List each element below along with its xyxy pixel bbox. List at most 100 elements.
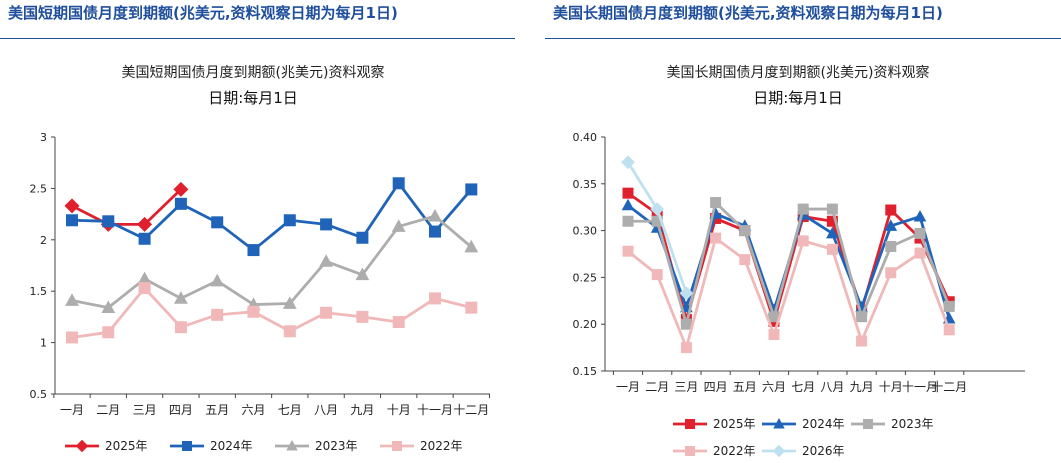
series-2026年 xyxy=(621,155,694,301)
legend-item: 2025年 xyxy=(673,417,756,431)
data-point xyxy=(283,214,296,227)
legend-item: 2024年 xyxy=(170,439,253,453)
series-2024年 xyxy=(66,177,478,257)
x-tick-label: 四月 xyxy=(704,380,728,394)
data-point xyxy=(65,293,79,306)
x-tick-label: 六月 xyxy=(762,380,786,394)
panel-header-title: 美国短期国债月度到期额(兆美元,资料观察日期为每月1日) xyxy=(8,4,398,22)
data-point xyxy=(102,215,115,228)
data-point xyxy=(66,214,78,227)
data-point xyxy=(679,286,694,301)
data-point xyxy=(247,244,260,257)
series-line xyxy=(627,192,951,323)
legend-marker xyxy=(685,419,695,429)
data-point xyxy=(710,232,722,244)
data-point xyxy=(464,239,479,253)
y-tick-label: 0.30 xyxy=(573,225,598,238)
series-2022年 xyxy=(622,232,955,354)
legend-item: 2022年 xyxy=(673,444,756,458)
x-tick-label: 五月 xyxy=(733,380,757,394)
x-tick-label: 十二月 xyxy=(453,403,489,417)
chart-subtitle: 日期:每月1日 xyxy=(753,89,843,107)
series-line xyxy=(71,188,182,226)
x-tick-label: 九月 xyxy=(350,403,374,417)
data-point xyxy=(797,235,809,247)
legend-label: 2024年 xyxy=(210,439,253,453)
legend-label: 2024年 xyxy=(802,417,845,431)
legend-item: 2022年 xyxy=(380,439,463,453)
data-point xyxy=(137,216,153,232)
series-line xyxy=(71,214,473,310)
data-point xyxy=(622,215,634,227)
legend-label: 2025年 xyxy=(105,439,148,453)
data-point xyxy=(651,269,663,281)
data-point xyxy=(356,310,369,323)
legend-label: 2023年 xyxy=(315,439,358,453)
legend-label: 2026年 xyxy=(802,444,845,458)
header-divider xyxy=(545,38,1061,39)
data-point xyxy=(826,226,839,239)
data-point xyxy=(465,301,478,314)
data-point xyxy=(428,208,442,222)
legend-label: 2023年 xyxy=(891,417,934,431)
data-point xyxy=(247,305,260,318)
data-point xyxy=(320,306,333,319)
header-divider xyxy=(0,38,515,39)
legend-marker xyxy=(286,440,298,451)
x-tick-label: 二月 xyxy=(645,380,669,394)
y-tick-label: 0.5 xyxy=(30,388,48,401)
data-point xyxy=(211,216,224,229)
panel-header-title: 美国长期国债月度到期额(兆美元,资料观察日期为每月1日) xyxy=(553,4,943,22)
series-2023年 xyxy=(622,197,955,330)
data-point xyxy=(885,241,897,253)
data-point xyxy=(64,198,80,214)
x-tick-label: 七月 xyxy=(791,380,815,394)
data-point xyxy=(943,324,955,336)
data-point xyxy=(651,215,663,227)
data-point xyxy=(913,209,927,222)
chart-subtitle: 日期:每月1日 xyxy=(208,89,298,107)
legend-label: 2022年 xyxy=(420,439,463,453)
data-point xyxy=(739,225,751,237)
data-point xyxy=(355,267,370,281)
data-point xyxy=(650,202,665,216)
data-point xyxy=(826,203,838,215)
x-tick-label: 三月 xyxy=(133,403,157,417)
data-point xyxy=(914,227,926,239)
legend-marker xyxy=(772,444,786,458)
data-point xyxy=(739,254,751,266)
data-point xyxy=(768,311,780,323)
data-point xyxy=(914,247,926,259)
x-tick-label: 十月 xyxy=(387,403,411,417)
y-tick-label: 1 xyxy=(40,337,47,350)
data-point xyxy=(320,218,333,231)
data-point xyxy=(174,197,187,210)
data-point xyxy=(283,325,296,338)
y-tick-label: 0.25 xyxy=(573,271,598,284)
data-point xyxy=(429,225,441,238)
x-tick-label: 十二月 xyxy=(931,380,967,394)
data-point xyxy=(680,342,692,354)
data-point xyxy=(680,318,692,330)
legend-marker xyxy=(685,446,695,456)
data-point xyxy=(856,335,868,347)
data-point xyxy=(319,254,333,267)
y-tick-label: 2 xyxy=(40,234,47,247)
data-point xyxy=(465,183,478,196)
data-point xyxy=(768,328,780,340)
data-point xyxy=(282,296,297,309)
legend-marker xyxy=(182,441,192,451)
y-tick-label: 0.20 xyxy=(573,318,598,331)
legend-item: 2025年 xyxy=(65,439,148,453)
data-point xyxy=(392,177,405,190)
data-point xyxy=(101,300,116,314)
legend-item: 2023年 xyxy=(851,417,934,431)
data-point xyxy=(174,321,187,334)
data-point xyxy=(392,316,405,329)
data-point xyxy=(173,181,189,197)
x-tick-label: 十一月 xyxy=(417,403,453,417)
legend-item: 2026年 xyxy=(762,444,845,458)
data-point xyxy=(943,300,955,312)
data-point xyxy=(174,291,188,304)
x-tick-label: 二月 xyxy=(96,403,120,417)
